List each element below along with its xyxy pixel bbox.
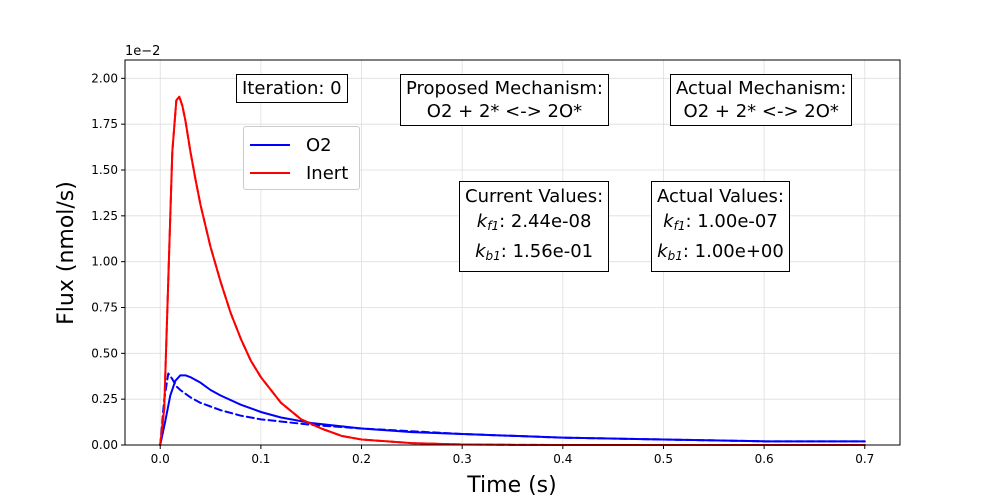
- proposed-mechanism-value: O2 + 2* <-> 2O*: [426, 101, 583, 122]
- current-kf-subscript: f1: [487, 219, 500, 233]
- series-line-o2: [159, 374, 866, 446]
- y-axis-label: Flux (nmol/s): [54, 181, 79, 325]
- legend: O2 Inert: [243, 126, 360, 190]
- actual-values-title: Actual Values:: [657, 186, 784, 207]
- actual-mechanism-title: Actual Mechanism:: [676, 78, 847, 99]
- y-tick-label: 2.00: [91, 71, 118, 85]
- x-tick-label: 0.5: [654, 452, 673, 466]
- plot-frame: [124, 59, 901, 446]
- actual-values-box: Actual Values: kf1: 1.00e-07 kb1: 1.00e+…: [651, 181, 790, 272]
- current-kb-value: : 1.56e-01: [500, 241, 594, 262]
- y-tick-label: 1.50: [91, 163, 118, 177]
- x-tick-label: 0.6: [755, 452, 774, 466]
- legend-label-inert: Inert: [306, 162, 349, 184]
- series-line-dashed-1: [159, 372, 866, 446]
- y-tick-label: 0.00: [91, 438, 118, 452]
- actual-kb-value: : 1.00e+00: [682, 241, 784, 262]
- legend-label-o2: O2: [306, 134, 332, 156]
- current-kb-row: kb1: 1.56e-01: [465, 239, 603, 269]
- proposed-mechanism-box: Proposed Mechanism: O2 + 2* <-> 2O*: [400, 74, 609, 126]
- y-tick-label: 1.75: [91, 117, 118, 131]
- y-tick-label: 0.50: [91, 346, 118, 360]
- y-offset-label: 1e−2: [125, 44, 160, 59]
- actual-kf-subscript: f1: [673, 219, 686, 233]
- x-tick-label: 0.7: [855, 452, 874, 466]
- iteration-text: Iteration: 0: [242, 78, 342, 99]
- x-ticks: 0.0 0.1 0.2 0.3 0.4 0.5 0.6 0.7: [151, 445, 874, 466]
- y-tick-label: 0.75: [91, 301, 118, 315]
- legend-swatch-inert: [250, 172, 290, 174]
- actual-kb-subscript: b1: [667, 249, 683, 263]
- x-tick-label: 0.1: [251, 452, 270, 466]
- current-kf-value: : 2.44e-08: [499, 211, 592, 232]
- actual-mechanism-box: Actual Mechanism: O2 + 2* <-> 2O*: [670, 74, 853, 126]
- current-values-box: Current Values: kf1: 2.44e-08 kb1: 1.56e…: [459, 181, 610, 272]
- y-ticks: 0.00 0.25 0.50 0.75 1.00 1.25 1.50 1.75 2.00: [91, 71, 125, 452]
- x-tick-label: 0.3: [453, 452, 472, 466]
- legend-entry-inert: Inert: [250, 161, 348, 185]
- x-tick-label: 0.4: [553, 452, 572, 466]
- actual-kf-row: kf1: 1.00e-07: [657, 209, 784, 239]
- y-tick-label: 1.25: [91, 209, 118, 223]
- actual-mechanism-value: O2 + 2* <-> 2O*: [683, 101, 839, 122]
- current-kf-symbol: k: [476, 211, 488, 232]
- current-kf-row: kf1: 2.44e-08: [465, 209, 603, 239]
- x-tick-label: 0.2: [352, 452, 371, 466]
- proposed-mechanism-title: Proposed Mechanism:: [406, 78, 603, 99]
- legend-swatch-o2: [250, 144, 290, 146]
- y-tick-label: 0.25: [91, 392, 118, 406]
- current-values-title: Current Values:: [465, 186, 604, 207]
- actual-kf-symbol: k: [663, 211, 674, 232]
- legend-entry-o2: O2: [250, 133, 332, 157]
- iteration-box: Iteration: 0: [236, 74, 348, 103]
- current-kb-subscript: b1: [485, 249, 501, 263]
- actual-kf-value: : 1.00e-07: [685, 211, 778, 232]
- y-tick-label: 1.00: [91, 255, 118, 269]
- current-kb-symbol: k: [475, 241, 486, 262]
- x-axis-label: Time (s): [466, 473, 556, 498]
- actual-kb-row: kb1: 1.00e+00: [657, 239, 784, 269]
- x-tick-label: 0.0: [151, 452, 170, 466]
- actual-kb-symbol: k: [657, 241, 668, 262]
